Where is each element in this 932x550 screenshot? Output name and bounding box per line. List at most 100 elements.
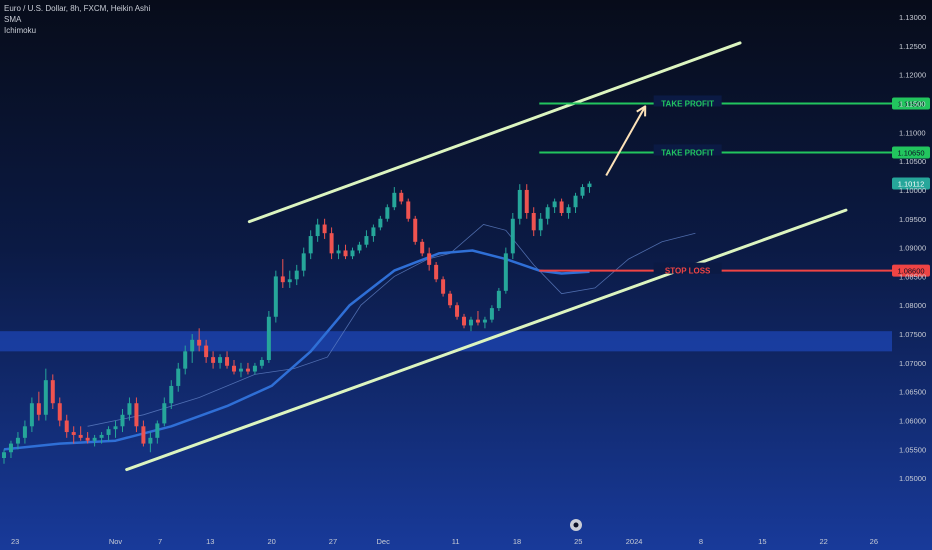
candle-body — [287, 279, 292, 283]
price-tick-label: 1.10500 — [899, 157, 926, 166]
candle-body — [113, 426, 118, 430]
candle-body — [36, 403, 41, 415]
price-badge-text: 1.10650 — [897, 148, 924, 157]
last-price-badge — [892, 177, 930, 190]
candle-body — [399, 192, 404, 202]
chart-title[interactable]: Euro / U.S. Dollar, 8h, FXCM, Heikin Ash… — [4, 4, 151, 13]
candle-body — [503, 253, 508, 291]
candle-body — [211, 357, 216, 363]
candle-body — [301, 253, 306, 271]
candle-body — [496, 290, 501, 309]
candle-body — [350, 250, 355, 257]
candle-body — [280, 276, 285, 283]
candle-body — [448, 293, 453, 306]
time-tick-label: 11 — [452, 537, 460, 546]
candle-body — [580, 187, 585, 196]
price-tick-label: 1.07500 — [899, 330, 926, 339]
price-tick-label: 1.09500 — [899, 215, 926, 224]
candle-body — [169, 385, 174, 404]
candle-body — [336, 250, 341, 254]
candle-body — [127, 403, 132, 415]
candle-body — [78, 434, 83, 438]
candle-body — [162, 403, 167, 424]
candle-body — [273, 276, 278, 317]
candle-body — [371, 227, 376, 237]
candle-body — [482, 319, 487, 323]
chart-settings-icon[interactable] — [570, 519, 582, 531]
candle-body — [15, 437, 20, 444]
candle-body — [43, 380, 48, 415]
sma-line — [3, 249, 590, 451]
price-tick-label: 1.08000 — [899, 301, 926, 310]
candle-body — [245, 368, 250, 372]
level-label-bg — [653, 262, 722, 274]
price-badge-text: 1.11500 — [898, 99, 925, 108]
price-badge — [892, 264, 930, 277]
candle-body — [8, 443, 13, 453]
time-tick-label: 15 — [758, 537, 766, 546]
take-profit-label: TAKE PROFIT — [661, 99, 714, 108]
price-badge-text: 1.08600 — [897, 267, 924, 276]
time-tick-label: 2024 — [626, 537, 643, 546]
time-tick-label: 23 — [11, 537, 19, 546]
candle-body — [308, 236, 313, 254]
candle-body — [385, 207, 390, 219]
candle-body — [413, 218, 418, 242]
candle-body — [134, 403, 139, 427]
price-tick-label: 1.11000 — [899, 128, 926, 137]
time-tick-label: 25 — [574, 537, 582, 546]
candle-body — [559, 201, 564, 213]
level-label-bg — [653, 144, 722, 156]
candle-body — [552, 201, 557, 208]
candle-body — [99, 434, 104, 438]
candle-body — [434, 264, 439, 280]
level-label-bg — [653, 95, 722, 107]
candle-body — [232, 365, 237, 372]
candle-body — [294, 270, 299, 280]
candle-body — [406, 201, 411, 219]
candle-body — [106, 429, 111, 435]
candle-body — [197, 339, 202, 346]
channel-upper-line — [247, 41, 742, 224]
candle-body — [566, 207, 571, 213]
candle-body — [468, 319, 473, 326]
time-tick-label: 7 — [158, 537, 162, 546]
indicator-ichimoku-label[interactable]: Ichimoku — [4, 26, 37, 35]
candle-body — [510, 218, 515, 254]
target-arrow — [605, 105, 647, 177]
time-tick-label: 13 — [206, 537, 214, 546]
price-tick-label: 1.13000 — [899, 13, 926, 22]
candle-body — [364, 236, 369, 245]
candle-body — [92, 437, 97, 441]
candle-body — [204, 345, 209, 358]
candle-body — [489, 308, 494, 320]
candle-body — [50, 380, 55, 404]
candle-body — [225, 357, 230, 366]
candle-body — [427, 253, 432, 265]
candle-body — [524, 189, 529, 213]
candle-body — [392, 192, 397, 208]
candle-body — [64, 420, 69, 433]
time-tick-label: 27 — [329, 537, 337, 546]
time-tick-label: 8 — [699, 537, 703, 546]
candle-body — [420, 241, 425, 254]
candle-body — [190, 339, 195, 352]
indicator-sma-label[interactable]: SMA — [4, 15, 22, 24]
stop-loss-label: STOP LOSS — [665, 267, 711, 276]
price-tick-label: 1.12000 — [899, 71, 926, 80]
price-tick-label: 1.08500 — [899, 272, 926, 281]
candle-body — [322, 224, 327, 234]
last-price-text: 1.10112 — [898, 179, 925, 188]
candle-body — [148, 437, 153, 444]
price-tick-label: 1.11500 — [899, 99, 926, 108]
candle-body — [343, 250, 348, 257]
candle-body — [120, 414, 125, 427]
price-tick-label: 1.06000 — [899, 417, 926, 426]
candle-body — [57, 403, 62, 421]
candle-body — [176, 368, 181, 386]
candle-body — [455, 305, 460, 317]
ichimoku-line — [87, 224, 696, 427]
